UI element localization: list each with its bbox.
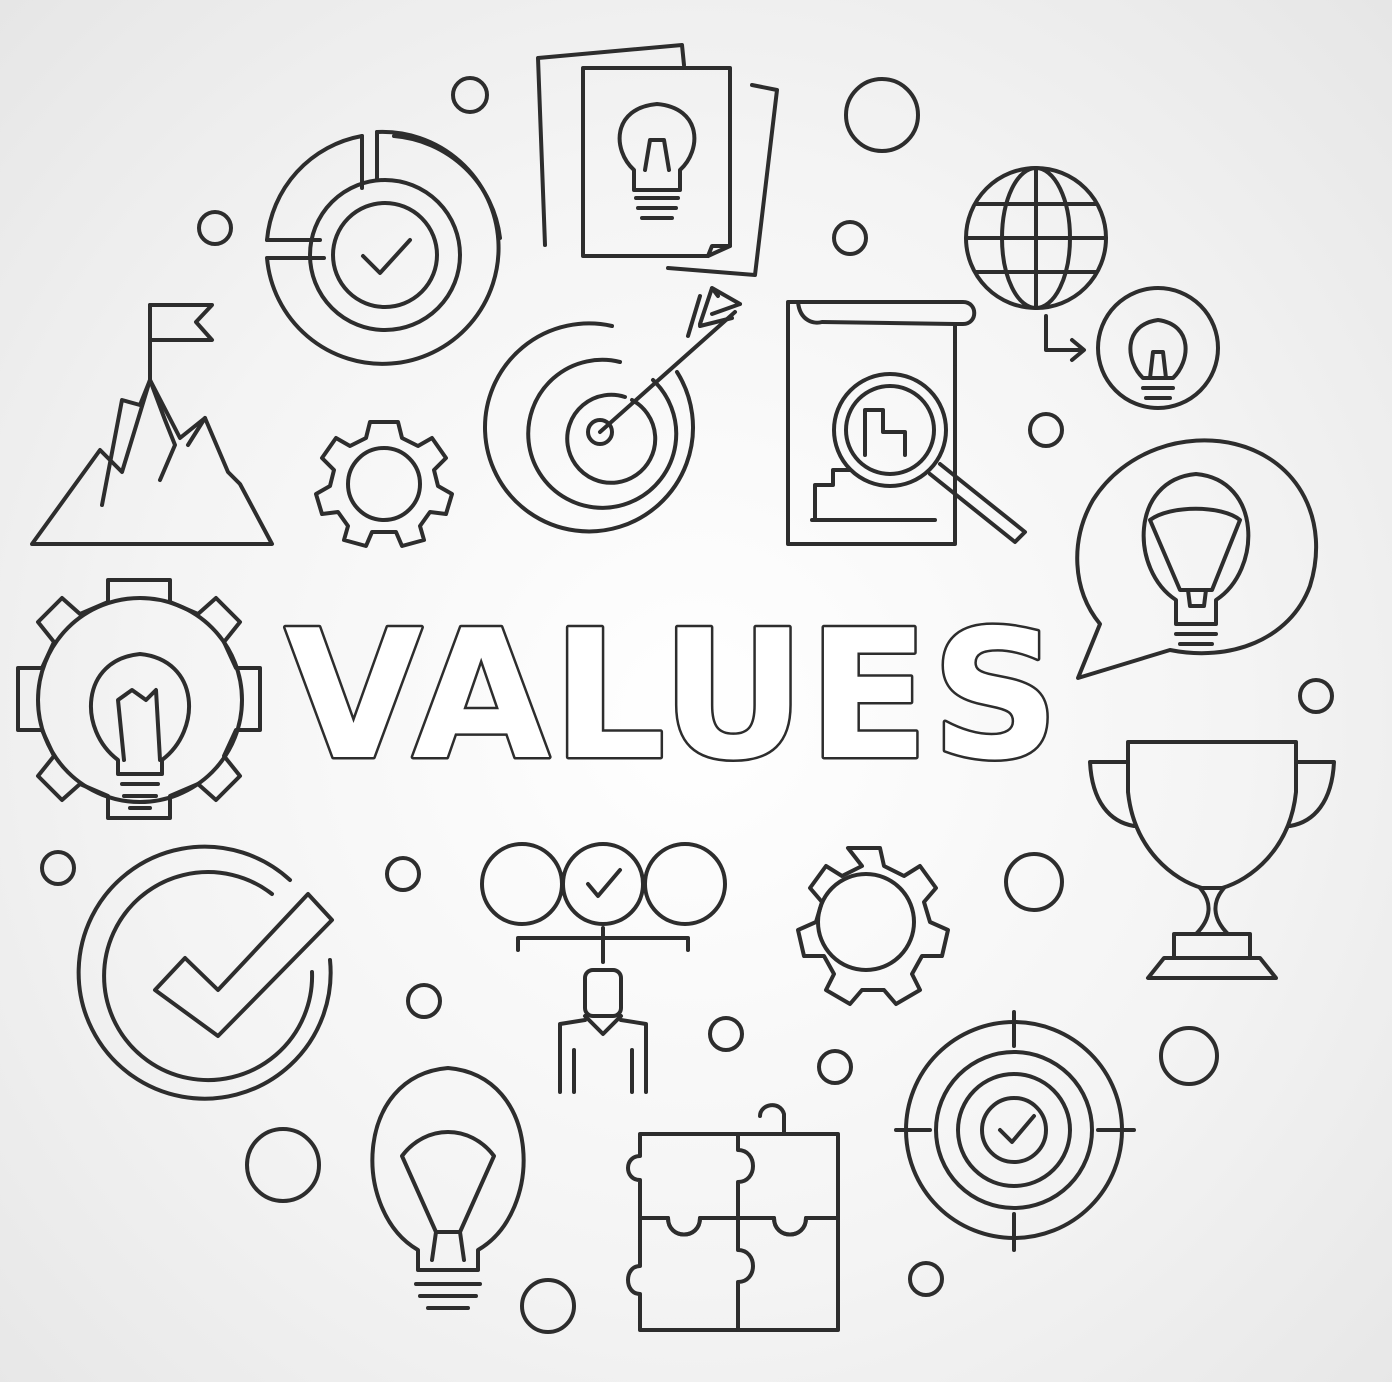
target-arrow-icon [483,286,742,534]
lightbulb-icon [370,1066,526,1310]
team-choice-icon [480,842,727,1094]
puzzle-icon [626,1103,840,1332]
small-gear-icon [314,420,454,548]
mountain-flag-icon [30,303,274,546]
decorative-dots [40,76,1334,1334]
medium-gear-icon [796,846,950,1006]
speech-bubble-idea-icon [1075,438,1319,680]
title-text: VALUES [285,592,1062,799]
idea-documents-icon [536,43,779,277]
pie-chart-check-icon [265,129,502,366]
circle-check-icon [76,844,334,1101]
gear-lightbulb-icon [16,578,262,820]
crosshair-target-check-icon [894,1010,1136,1252]
trophy-icon [1088,740,1336,980]
globe-to-idea-icon [964,166,1220,410]
report-magnifier-icon [786,300,1027,546]
